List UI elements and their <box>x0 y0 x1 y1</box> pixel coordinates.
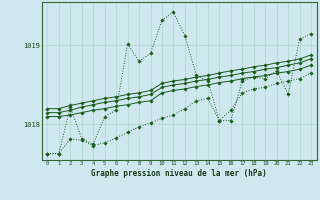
X-axis label: Graphe pression niveau de la mer (hPa): Graphe pression niveau de la mer (hPa) <box>91 169 267 178</box>
